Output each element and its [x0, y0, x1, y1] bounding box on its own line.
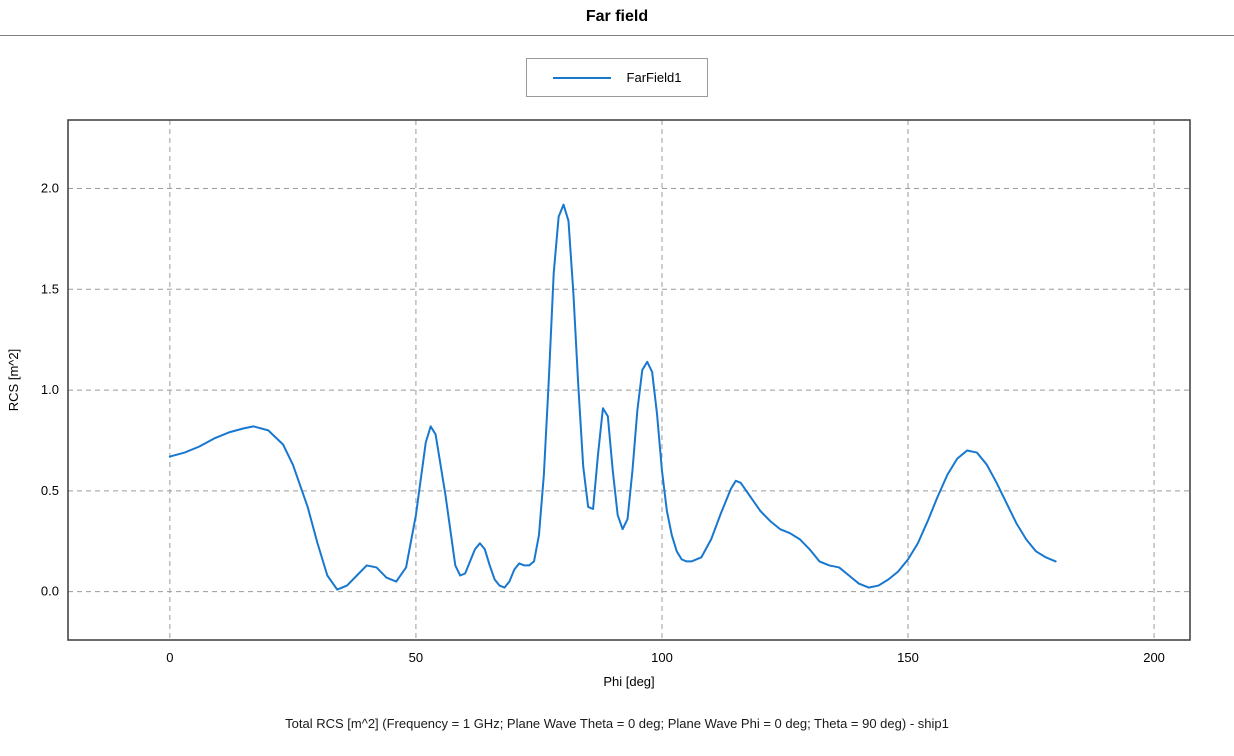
legend-line-swatch	[552, 76, 611, 79]
plot-frame	[67, 119, 1191, 641]
x-tick-label: 150	[897, 650, 919, 665]
x-tick-label: 0	[166, 650, 173, 665]
x-tick-label: 100	[651, 650, 673, 665]
chart-caption: Total RCS [m^2] (Frequency = 1 GHz; Plan…	[285, 716, 949, 731]
x-tick-label: 50	[409, 650, 423, 665]
gridlines	[68, 120, 1190, 640]
chart-title: Far field	[585, 8, 649, 25]
legend-label: FarField1	[626, 70, 682, 85]
y-tick-label: 1.0	[41, 382, 59, 397]
chart-header: Far field	[0, 0, 1234, 36]
y-tick-label: 1.5	[41, 281, 59, 296]
y-tick-label: 2.0	[41, 181, 59, 196]
farfield-chart: 0.0 0.5 1.0 1.5 2.0 0 50 100 150 200 RCS [m^2] Ph…	[6, 119, 1191, 689]
legend: FarField1	[525, 58, 709, 97]
y-tick-label: 0.0	[41, 584, 59, 599]
x-axis-title: Phi [deg]	[603, 674, 654, 689]
plot-frame-layer	[67, 119, 1191, 641]
legend-wrap: FarField1	[0, 58, 1234, 97]
tick-labels: 0.0 0.5 1.0 1.5 2.0 0 50 100 150 200	[41, 181, 1165, 665]
series-layer	[168, 203, 1057, 591]
y-axis-title: RCS [m^2]	[6, 349, 21, 411]
y-tick-label: 0.5	[41, 483, 59, 498]
x-tick-label: 200	[1143, 650, 1165, 665]
series-line	[168, 203, 1057, 591]
